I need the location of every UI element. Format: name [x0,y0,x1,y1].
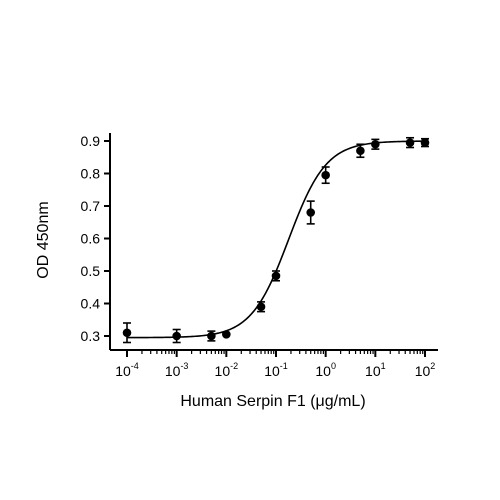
x-tick-exponent: 0 [331,361,336,371]
data-point [306,208,316,217]
y-tick-label: 0.4 [81,296,101,312]
x-tick-exponent: -3 [180,361,188,371]
y-tick-label: 0.8 [81,166,101,182]
x-tick-label: 101 [365,361,386,379]
data-point [271,271,281,281]
x-axis-label: Human Serpin F1 (μg/mL) [180,393,365,410]
data-point [420,138,430,147]
data-point [371,139,380,149]
x-tick-exponent: -2 [230,361,238,371]
x-tick-base: 10 [365,363,381,379]
x-tick-exponent: 2 [430,361,435,371]
data-point [321,170,330,180]
x-tick-base: 10 [264,363,280,379]
x-tick-exponent: -1 [280,361,288,371]
data-point [222,330,231,339]
y-tick-label: 0.6 [81,231,101,247]
data-point [172,331,181,341]
data-points [122,136,430,344]
y-tick-label: 0.9 [81,133,101,149]
x-axis-ticks: 10-4 10-3 10-2 10-1 100 101 102 [115,350,435,379]
x-tick-base: 10 [115,363,131,379]
x-tick-base: 10 [215,363,231,379]
data-point [405,138,415,147]
y-tick-label: 0.3 [81,328,101,344]
x-tick-label: 100 [315,361,336,379]
fit-curve [127,140,426,339]
y-tick-label: 0.5 [81,263,101,279]
x-tick-base: 10 [415,363,431,379]
data-point [256,302,266,312]
axes [109,133,438,351]
x-tick-label: 10-2 [215,361,239,379]
data-point [356,146,365,156]
x-tick-base: 10 [315,363,331,379]
data-point [122,328,132,338]
x-tick-label: 10-1 [264,361,288,379]
y-axis-label: OD 450nm [35,201,52,278]
y-axis-ticks: 0.3 0.4 0.5 0.6 0.7 0.8 0.9 [81,133,110,344]
x-tick-base: 10 [165,363,181,379]
x-tick-label: 102 [415,361,436,379]
data-point [207,331,216,341]
x-tick-label: 10-3 [165,361,189,379]
x-tick-exponent: -4 [131,361,139,371]
y-tick-label: 0.7 [81,198,101,214]
x-tick-label: 10-4 [115,361,139,379]
x-tick-exponent: 1 [381,361,386,371]
